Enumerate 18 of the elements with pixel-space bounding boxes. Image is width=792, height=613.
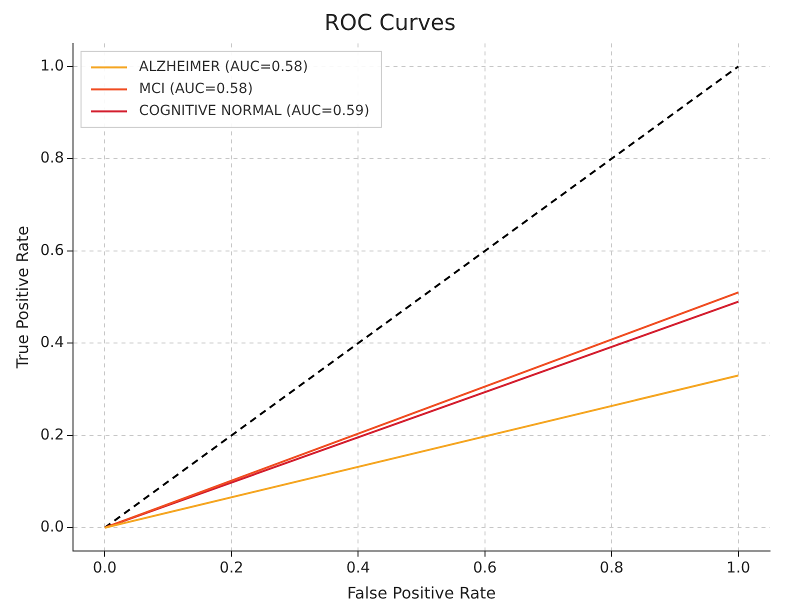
legend-label: ALZHEIMER (AUC=0.58) <box>139 59 308 76</box>
x-tick-label: 0.6 <box>472 558 497 577</box>
y-tick-label: 0.6 <box>40 240 64 259</box>
x-tick-label: 0.0 <box>92 558 117 577</box>
x-tick-label: 0.2 <box>220 558 244 577</box>
x-axis-title: False Positive Rate <box>347 584 496 603</box>
y-tick-label: 0.8 <box>40 148 64 167</box>
y-tick-label: 0.2 <box>40 425 64 444</box>
y-axis-title: True Positive Rate <box>12 226 32 370</box>
legend-label: COGNITIVE NORMAL (AUC=0.59) <box>139 103 370 120</box>
y-tick-label: 0.0 <box>40 518 64 536</box>
y-tick-label: 0.4 <box>40 333 64 352</box>
chart-title: ROC Curves <box>324 10 456 36</box>
x-tick-label: 1.0 <box>726 558 750 577</box>
x-tick-label: 0.4 <box>346 558 370 577</box>
legend-label: MCI (AUC=0.58) <box>139 81 253 98</box>
y-tick-label: 1.0 <box>40 56 64 74</box>
x-tick-label: 0.8 <box>600 558 624 577</box>
